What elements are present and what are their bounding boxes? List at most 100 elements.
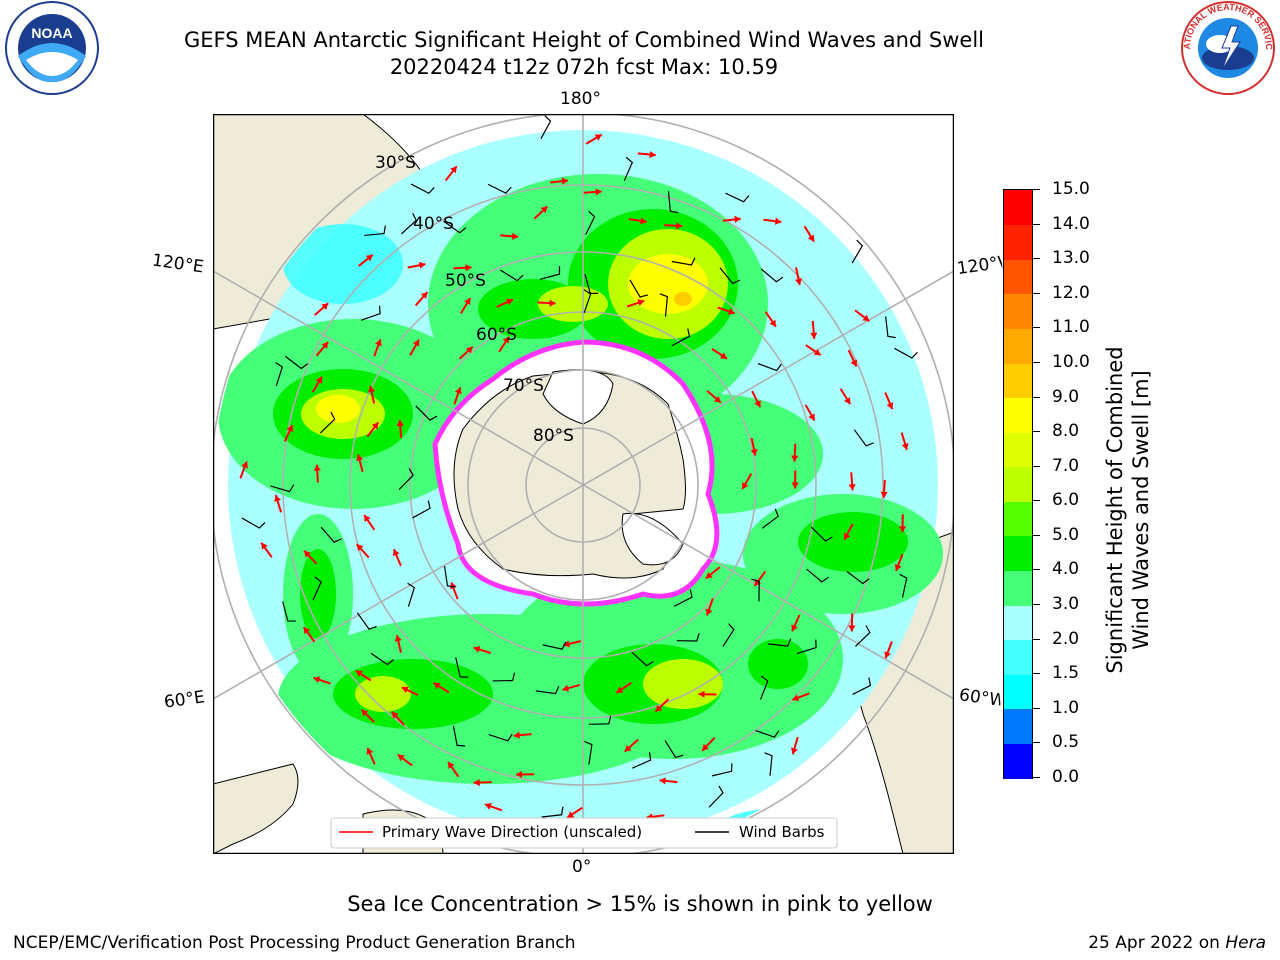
wave-arrow-head	[769, 319, 776, 327]
wind-barb	[241, 517, 266, 529]
colorbar-segment	[1004, 224, 1032, 260]
wave-arrow-head	[705, 608, 713, 616]
colorbar-segment	[1004, 535, 1032, 572]
wave-arrow-head	[843, 532, 851, 540]
wind-barb	[667, 191, 679, 214]
colorbar-tick-mark	[1033, 223, 1040, 225]
colorbar-segment	[1004, 397, 1032, 433]
wind-barb	[410, 183, 435, 195]
colorbar-tick-label: 3.0	[1052, 594, 1080, 615]
wave-arrow-head	[365, 254, 373, 262]
colorbar-tick-label: 14.0	[1052, 213, 1090, 234]
wave-arrow-head	[898, 526, 907, 533]
wave-arrow-head	[511, 232, 519, 240]
wind-barb	[767, 638, 792, 647]
wave-arrow-head	[448, 761, 455, 769]
lon-label-120e: 120°E	[150, 250, 205, 278]
wind-barb	[757, 362, 782, 372]
lon-label-120w: 120°W	[955, 252, 1004, 280]
nws-logo-icon: NATIONAL WEATHER SERVICE	[1176, 0, 1275, 95]
wave-arrow-head	[640, 217, 647, 225]
wind-barb	[711, 763, 733, 777]
colorbar-segment	[1004, 432, 1032, 468]
wave-arrow-head	[433, 682, 441, 690]
wind-barb	[899, 573, 908, 598]
wind-barb	[542, 641, 567, 650]
wave-arrow-head	[454, 387, 462, 395]
wave-arrow-head	[742, 482, 749, 490]
wave-arrow-head	[473, 778, 480, 787]
colorbar-segment	[1004, 605, 1032, 641]
wind-barb	[894, 347, 918, 359]
wave-arrow-head	[418, 261, 426, 269]
colorbar-tick-mark	[1033, 604, 1040, 606]
wave-arrow-head	[655, 704, 663, 712]
wave-arrow-head	[884, 651, 892, 659]
wave-arrow-head	[561, 177, 568, 185]
wind-barb	[275, 362, 284, 387]
map-legend: Primary Wave Direction (unscaled) Wind B…	[330, 817, 838, 849]
wave-arrow-head	[450, 582, 457, 590]
wind-barb	[631, 651, 654, 667]
wind-barb	[671, 257, 696, 266]
colorbar-tick-label: 7.0	[1052, 455, 1080, 476]
wind-barb	[540, 115, 552, 139]
lon-label-0: 0°	[572, 857, 592, 877]
colorbar-tick-mark	[1033, 189, 1040, 190]
wind-barb	[885, 316, 896, 339]
wind-barb	[270, 484, 295, 493]
wave-arrow-head	[394, 635, 402, 642]
wind-barb	[407, 582, 416, 607]
colorbar-tick-label: 0.5	[1052, 732, 1080, 753]
colorbar-tick-mark	[1033, 777, 1040, 778]
colorbar-tick-label: 9.0	[1052, 386, 1080, 407]
wave-arrow-head	[594, 134, 602, 141]
lat-label-80s: 80°S	[533, 426, 574, 446]
wave-arrow-head	[713, 396, 721, 403]
wave-arrow-head	[808, 413, 815, 421]
wind-barb	[282, 601, 296, 622]
wave-arrow-head	[313, 464, 321, 471]
chart-title: GEFS MEAN Antarctic Significant Height o…	[183, 28, 985, 52]
colorbar-tick-label: 15.0	[1052, 179, 1090, 199]
wave-arrow-head	[616, 686, 624, 693]
wind-barb	[415, 405, 438, 421]
wind-barb	[492, 672, 516, 682]
colorbar-segment	[1004, 639, 1032, 675]
wave-arrow-head	[397, 754, 405, 762]
wave-arrow-head	[850, 359, 858, 367]
colorbar-tick-mark	[1033, 258, 1040, 260]
colorbar-tick-label: 8.0	[1052, 421, 1080, 442]
wave-arrow-head	[540, 206, 548, 214]
lon-label-60w: 60°W	[957, 685, 1003, 711]
wind-barb	[671, 328, 691, 347]
antarctica	[432, 339, 720, 607]
colorbar-tick-label: 4.0	[1052, 559, 1080, 580]
wave-arrow-head	[567, 811, 575, 818]
lat-label-30s: 30°S	[375, 153, 416, 173]
colorbar-segment	[1004, 708, 1032, 744]
wind-barb	[584, 740, 593, 765]
wave-arrow-head	[563, 640, 570, 648]
wind-barb	[401, 212, 418, 235]
lat-label-60s: 60°S	[476, 325, 517, 345]
colorbar-tick-label: 2.0	[1052, 628, 1080, 649]
wind-barb	[629, 279, 648, 298]
wind-barb	[285, 355, 309, 370]
wave-arrow-head	[807, 234, 815, 242]
wind-barb	[755, 729, 780, 738]
wind-barb	[761, 508, 779, 529]
wave-arrow-head	[261, 542, 268, 550]
wind-barb	[452, 725, 466, 747]
wave-arrow-head	[848, 625, 856, 632]
sea-ice-note: Sea Ice Concentration > 15% is shown in …	[347, 892, 933, 916]
wind-barb	[398, 468, 414, 490]
wind-barb	[312, 576, 322, 601]
wave-arrow-head	[790, 747, 798, 755]
wave-arrow-head	[649, 150, 656, 159]
wind-barb	[855, 625, 871, 647]
wind-barb	[455, 657, 469, 678]
lon-label-60e: 60°E	[162, 687, 207, 713]
wind-barb	[708, 785, 724, 808]
wave-arrow-head	[361, 709, 369, 717]
